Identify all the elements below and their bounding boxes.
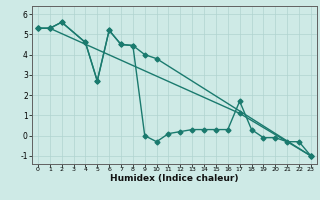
X-axis label: Humidex (Indice chaleur): Humidex (Indice chaleur)	[110, 174, 239, 183]
